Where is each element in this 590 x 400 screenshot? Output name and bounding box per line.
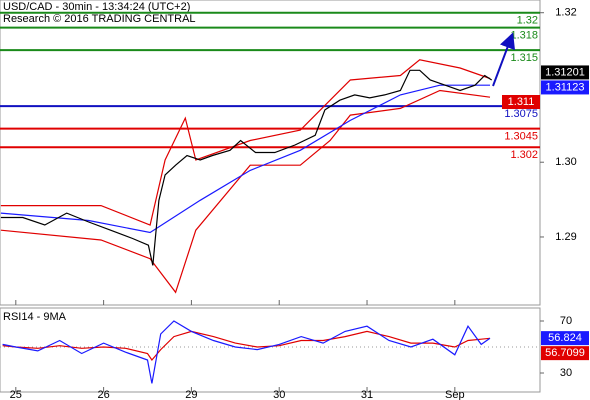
price-tag-label: 1.311 [508, 96, 535, 108]
level-label: 1.32 [517, 15, 538, 27]
level-label: 1.318 [510, 30, 538, 42]
x-tick-label: 29 [185, 389, 197, 400]
price-marker-box [541, 80, 589, 95]
price-marker-label: 1.31123 [546, 81, 585, 93]
x-tick-label: 31 [361, 389, 373, 400]
series-line [0, 69, 493, 266]
series-line [0, 84, 490, 234]
price-marker-box [541, 65, 589, 80]
series-line [2, 330, 491, 361]
y-tick-label: 1.30 [555, 156, 576, 168]
rsi-title: RSI14 - 9MA [3, 311, 67, 323]
y-tick-label: 70 [560, 315, 572, 327]
y-tick-label: 30 [560, 367, 572, 379]
level-label: 1.3045 [504, 130, 538, 142]
price-marker-box [541, 346, 589, 361]
chart-title: USD/CAD - 30min - 13:34:24 (UTC+2) [3, 1, 190, 13]
forecast-arrow [492, 32, 515, 87]
price-marker-label: 56.7099 [545, 347, 585, 359]
series-line [2, 320, 491, 384]
level-label: 1.3075 [504, 108, 538, 120]
rsi-panel [0, 307, 541, 393]
price-marker-label: 1.31201 [545, 66, 585, 78]
level-label: 1.315 [510, 52, 538, 64]
price-marker-box [541, 331, 589, 346]
price-tag-box [502, 95, 540, 109]
y-tick-label: 1.29 [555, 231, 576, 243]
x-tick-label: 26 [97, 389, 109, 400]
x-tick-label: 30 [273, 389, 285, 400]
x-tick-label: 25 [10, 389, 22, 400]
chart-subtitle: Research © 2016 TRADING CENTRAL [3, 13, 196, 25]
series-line [0, 59, 491, 226]
y-tick-label: 1.32 [555, 7, 576, 19]
price-marker-label: 56.824 [548, 332, 582, 344]
x-tick-label: Sep [445, 389, 465, 400]
series-line [0, 89, 491, 294]
level-label: 1.302 [510, 149, 538, 161]
